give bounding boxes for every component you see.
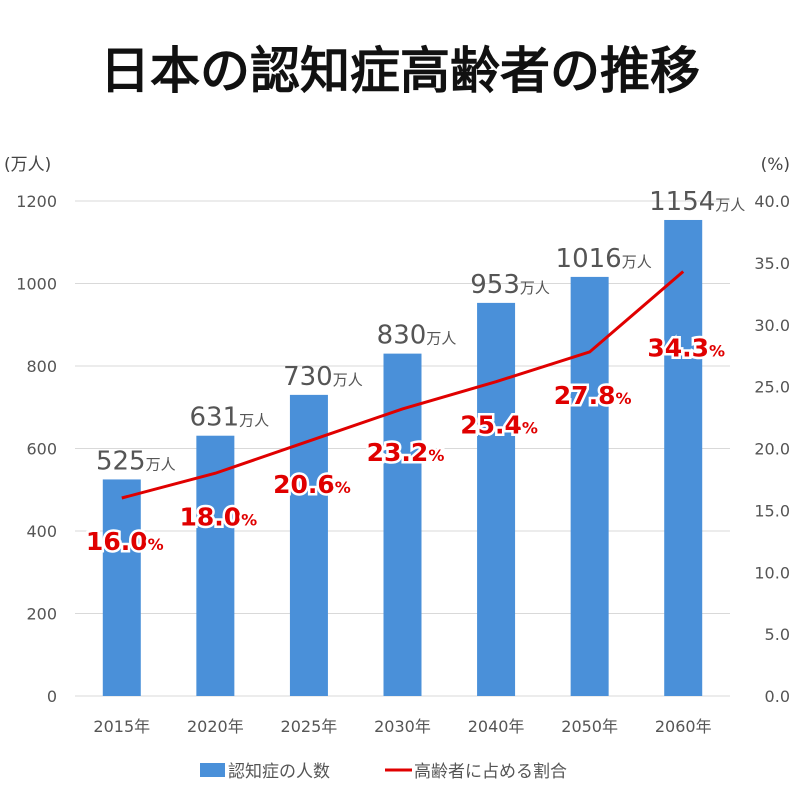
percent-label: 16.0%: [86, 527, 164, 556]
percent-label: 27.8%: [554, 381, 632, 410]
x-tick-label: 2015年: [93, 717, 150, 736]
value-label: 730万人: [283, 362, 363, 392]
right-tick-label: 25.0: [754, 378, 790, 397]
bar: [664, 219, 703, 696]
left-tick-label: 600: [26, 440, 57, 459]
percent-label: 20.6%: [273, 470, 351, 499]
right-tick-label: 5.0: [765, 625, 790, 644]
percent-label: 25.4%: [460, 411, 538, 440]
bar: [383, 353, 422, 696]
left-tick-label: 1000: [16, 275, 57, 294]
left-tick-label: 200: [26, 605, 57, 624]
right-tick-label: 30.0: [754, 316, 790, 335]
value-label: 525万人: [96, 446, 176, 476]
legend-bar-swatch: [200, 763, 225, 777]
bars: [102, 219, 703, 696]
value-label: 830万人: [377, 321, 457, 351]
ratio-line-path: [121, 270, 685, 500]
left-tick-label: 1200: [16, 192, 57, 211]
x-tick-label: 2040年: [468, 717, 525, 736]
chart-title: 日本の認知症高齢者の推移: [100, 42, 700, 100]
ratio-line: [121, 270, 685, 500]
right-axis-ticks: 0.0 5.0 10.0 15.0 20.0 25.0 30.0 35.0 40.0: [754, 192, 790, 706]
bar: [102, 479, 141, 696]
x-tick-label: 2050年: [561, 717, 618, 736]
percent-label: 18.0%: [179, 502, 257, 531]
right-axis-label: (%): [761, 155, 790, 175]
legend-line-label: 高齢者に占める割合: [414, 762, 567, 782]
right-tick-label: 40.0: [754, 192, 790, 211]
left-tick-label: 0: [47, 687, 57, 706]
left-tick-label: 400: [26, 522, 57, 541]
right-tick-label: 35.0: [754, 254, 790, 273]
right-tick-label: 10.0: [754, 563, 790, 582]
percent-labels: 16.0% 18.0% 20.6% 23.2% 25.4% 27.8% 34.3%: [83, 331, 727, 558]
bar: [196, 435, 235, 696]
right-tick-label: 15.0: [754, 501, 790, 520]
value-label: 1016万人: [556, 244, 652, 274]
x-axis-ticks: 2015年 2020年 2025年 2030年 2040年 2050年 2060年: [93, 717, 711, 736]
value-label: 953万人: [470, 270, 550, 300]
x-tick-label: 2025年: [281, 717, 338, 736]
value-label: 1154万人: [649, 187, 745, 217]
x-tick-label: 2020年: [187, 717, 244, 736]
value-label: 631万人: [190, 403, 270, 433]
bar: [570, 276, 609, 696]
legend-bar-label: 認知症の人数: [228, 762, 330, 782]
left-axis-ticks: 0 200 400 600 800 1000 1200: [16, 192, 57, 706]
percent-label: 34.3%: [647, 334, 725, 363]
x-tick-label: 2060年: [655, 717, 712, 736]
right-tick-label: 0.0: [765, 687, 790, 706]
percent-label: 23.2%: [367, 438, 445, 467]
legend: 認知症の人数 高齢者に占める割合: [200, 762, 567, 782]
left-axis-label: (万人): [4, 155, 51, 175]
bar: [477, 302, 516, 696]
right-tick-label: 20.0: [754, 440, 790, 459]
left-tick-label: 800: [26, 357, 57, 376]
x-tick-label: 2030年: [374, 717, 431, 736]
